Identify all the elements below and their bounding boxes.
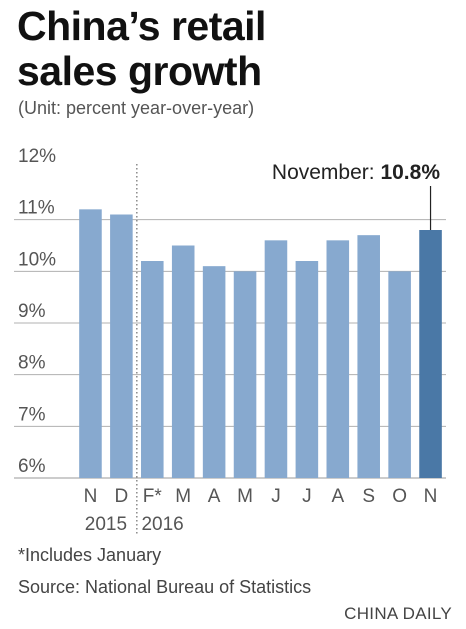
year-label: 2016 [141, 514, 183, 535]
annotation: November: 10.8% [267, 160, 445, 230]
x-tick-label: D [115, 486, 129, 507]
x-tick-label: F* [143, 486, 163, 507]
title-line-1: China’s retail [17, 3, 266, 49]
x-tick-label: N [84, 486, 98, 507]
title-line-2: sales growth [17, 48, 262, 94]
x-tick-label: J [271, 486, 281, 507]
brand-label: CHINA DAILY [344, 604, 452, 623]
y-tick-label: 9% [18, 301, 46, 322]
year-label: 2015 [85, 514, 127, 535]
x-tick-label: O [392, 486, 407, 507]
x-tick-label: M [175, 486, 191, 507]
bar [110, 214, 133, 478]
x-tick-label: S [362, 486, 375, 507]
bar [171, 245, 195, 478]
bars [79, 209, 442, 479]
gridlines [14, 164, 446, 534]
x-tick-label: N [424, 486, 438, 507]
x-tick-label: A [331, 486, 344, 507]
y-tick-label: 6% [18, 456, 46, 477]
bar [295, 261, 319, 478]
y-tick-label: 11% [18, 198, 55, 219]
chart-subtitle: (Unit: percent year-over-year) [18, 98, 255, 118]
bar [202, 266, 226, 478]
footnote: *Includes January [18, 545, 162, 565]
x-tick-label: A [208, 486, 221, 507]
bar [264, 240, 288, 478]
y-tick-label: 12% [18, 146, 56, 167]
bar [419, 230, 442, 478]
bar [141, 261, 164, 478]
source-note: Source: National Bureau of Statistics [18, 577, 312, 597]
bar [79, 209, 102, 479]
x-tick-label: M [237, 486, 253, 507]
y-tick-label: 8% [18, 353, 46, 374]
x-tick-label: J [302, 486, 312, 507]
annotation-text: November: [272, 161, 381, 184]
bar [388, 271, 411, 478]
bar [357, 235, 380, 478]
annotation-background [267, 160, 445, 185]
bar [233, 271, 257, 478]
annotation-value: 10.8% [380, 161, 440, 184]
annotation-label: November: 10.8% [272, 161, 440, 184]
chart-title: China’s retail sales growth [17, 4, 266, 94]
y-tick-label: 10% [18, 249, 56, 270]
y-tick-label: 7% [18, 404, 46, 425]
y-axis-ticks: 12% 11% 10% 9% 8% 7% 6% [18, 146, 56, 477]
bar [326, 240, 350, 478]
